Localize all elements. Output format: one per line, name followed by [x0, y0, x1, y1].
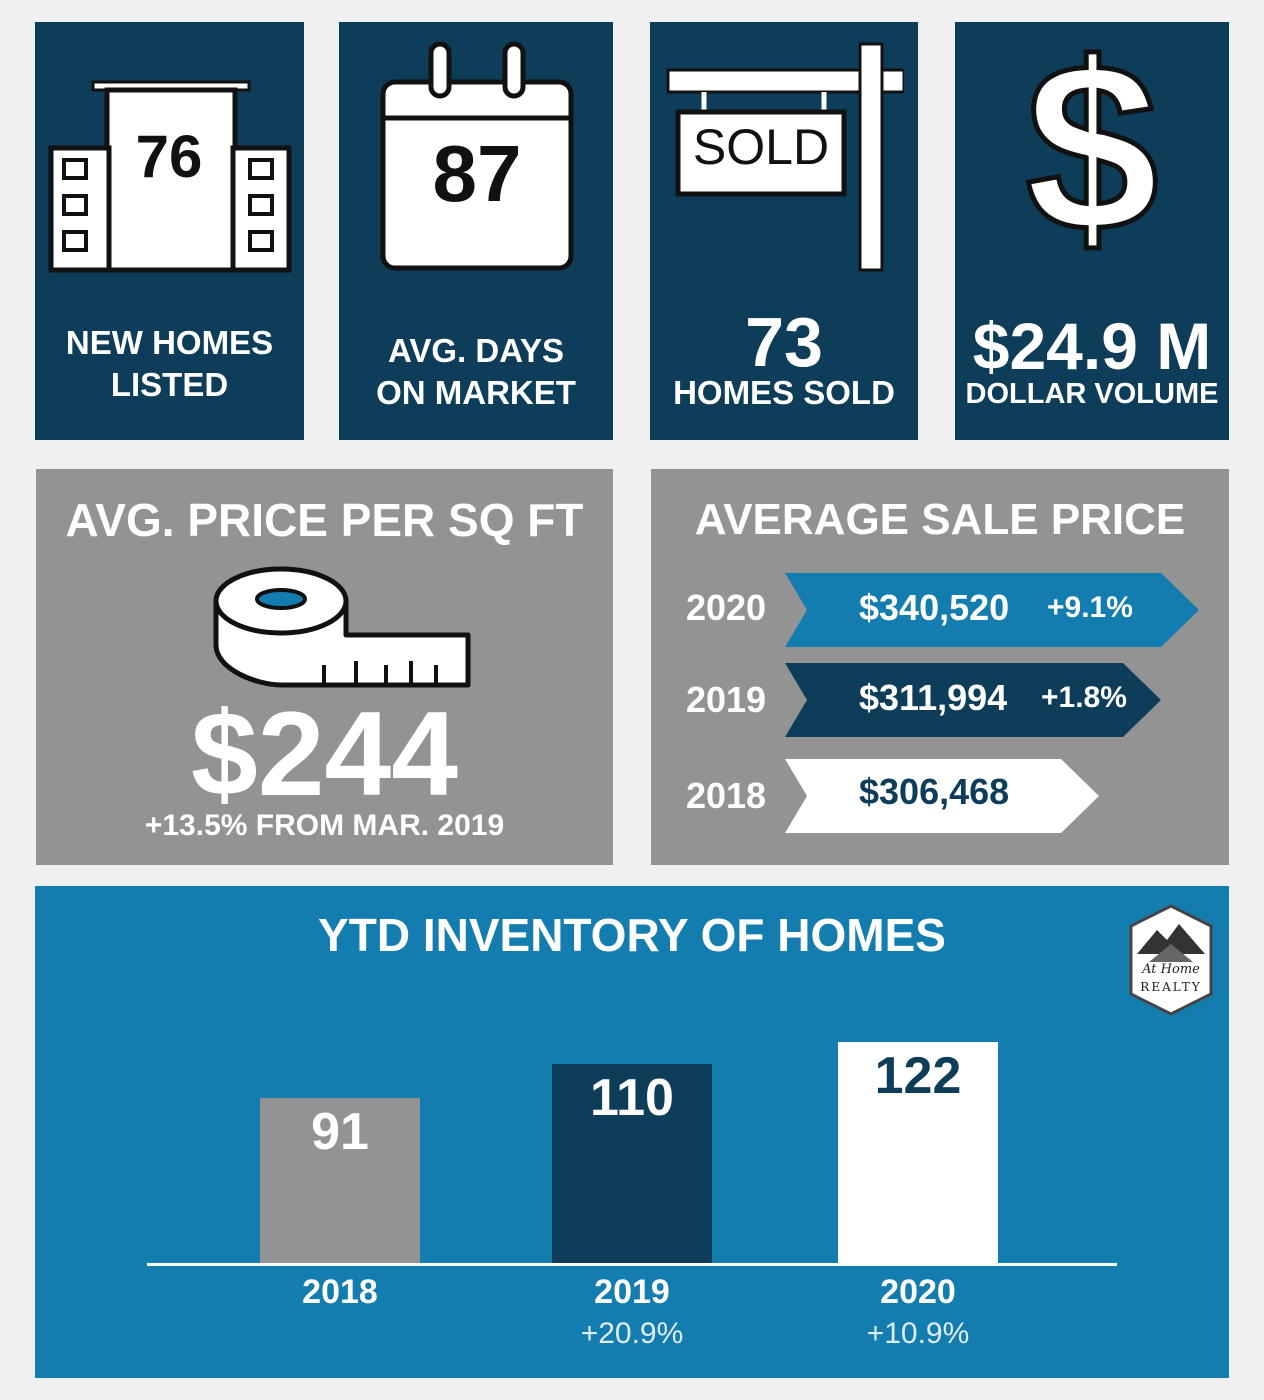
dollar-icon: $ [1023, 13, 1161, 281]
inventory-panel: YTD INVENTORY OF HOMES At Home REALTY 91… [35, 886, 1229, 1378]
chart-baseline [147, 1263, 1117, 1266]
logo-badge-icon [1129, 904, 1213, 1016]
inventory-bar-2019: 110 [552, 1064, 712, 1263]
sale-price-change: +9.1% [1047, 591, 1133, 624]
inventory-bar-2018: 91 [260, 1098, 420, 1263]
x-tick-label: 2019 [594, 1273, 670, 1311]
average-sale-price-title: AVERAGE SALE PRICE [694, 495, 1186, 544]
x-change-label: +20.9% [580, 1317, 684, 1350]
x-change-label: +10.9% [866, 1317, 970, 1350]
days-on-market-label: AVG. DAYS ON MARKET [339, 330, 613, 414]
price-per-sqft-title: AVG. PRICE PER SQ FT [65, 494, 584, 546]
homes-sold-tile: SOLD 73 HOMES SOLD [650, 22, 918, 440]
average-sale-price-panel: AVERAGE SALE PRICE 2020 $340,520 +9.1% 2… [651, 469, 1229, 865]
days-on-market-tile: 87 AVG. DAYS ON MARKET [339, 22, 613, 440]
bar-value-label: 91 [311, 1103, 369, 1161]
x-tick-label: 2020 [880, 1273, 956, 1311]
sale-price-change: +1.8% [1041, 681, 1127, 714]
logo-line2: REALTY [1140, 980, 1202, 994]
sold-sign-text: SOLD [692, 119, 830, 175]
buildings-icon [48, 80, 292, 273]
inventory-bar-2020: 122 [838, 1042, 998, 1263]
dollar-volume-label: DOLLAR VOLUME [965, 378, 1219, 410]
sale-price-year: 2020 [685, 587, 767, 628]
at-home-realty-logo: At Home REALTY [1127, 904, 1215, 1016]
dollar-volume-value: $24.9 M [972, 309, 1212, 383]
days-on-market-value: 87 [432, 129, 522, 218]
homes-sold-value: 73 [745, 303, 823, 381]
sale-price-year: 2018 [685, 775, 767, 816]
new-homes-label-line2: LISTED [110, 366, 229, 403]
homes-sold-label: HOMES SOLD [673, 374, 895, 411]
days-on-market-label-line2: ON MARKET [376, 374, 576, 411]
new-homes-value: 76 [135, 123, 203, 190]
sold-sign-icon [666, 42, 904, 272]
sale-price-row-2019: 2019 $311,994 +1.8% [651, 663, 1229, 737]
calendar-icon [380, 41, 574, 271]
bar-value-label: 122 [874, 1047, 962, 1105]
price-per-sqft-panel: AVG. PRICE PER SQ FT $244 +13.5% FROM MA… [36, 469, 613, 865]
tape-measure-icon [213, 566, 471, 688]
bar-value-label: 110 [590, 1069, 674, 1127]
logo-line1: At Home [1142, 962, 1200, 977]
sale-price-value: $311,994 [859, 677, 1008, 718]
bar-chart: 91 2018 110 2019 +20.9% 122 2020 +10.9% [35, 886, 1229, 1378]
sale-price-year: 2019 [685, 679, 767, 720]
arrow-banner [785, 663, 1161, 737]
arrow-banner [785, 573, 1199, 647]
new-homes-label: NEW HOMES LISTED [35, 322, 304, 406]
new-homes-tile: 76 NEW HOMES LISTED [35, 22, 304, 440]
days-on-market-label-line1: AVG. DAYS [387, 332, 565, 369]
arrow-banner [785, 759, 1099, 833]
new-homes-label-line1: NEW HOMES [65, 324, 274, 361]
sale-price-value: $340,520 [859, 587, 1010, 628]
x-tick-label: 2018 [302, 1273, 378, 1311]
sale-price-row-2018: 2018 $306,468 [651, 759, 1229, 833]
sale-price-value: $306,468 [859, 771, 1010, 812]
inventory-title: YTD INVENTORY OF HOMES [318, 909, 946, 961]
price-per-sqft-value: $244 [191, 687, 458, 821]
dollar-volume-tile: $ $24.9 M DOLLAR VOLUME [955, 13, 1229, 440]
sale-price-row-2020: 2020 $340,520 +9.1% [651, 573, 1229, 647]
price-per-sqft-change: +13.5% FROM MAR. 2019 [144, 809, 505, 842]
